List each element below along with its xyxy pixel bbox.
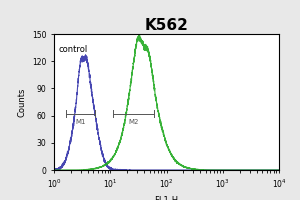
Y-axis label: Counts: Counts — [17, 87, 26, 117]
Text: control: control — [58, 45, 88, 54]
Text: M1: M1 — [75, 119, 86, 125]
Title: K562: K562 — [145, 18, 188, 33]
X-axis label: FL1-H: FL1-H — [154, 196, 178, 200]
Text: M2: M2 — [128, 119, 139, 125]
